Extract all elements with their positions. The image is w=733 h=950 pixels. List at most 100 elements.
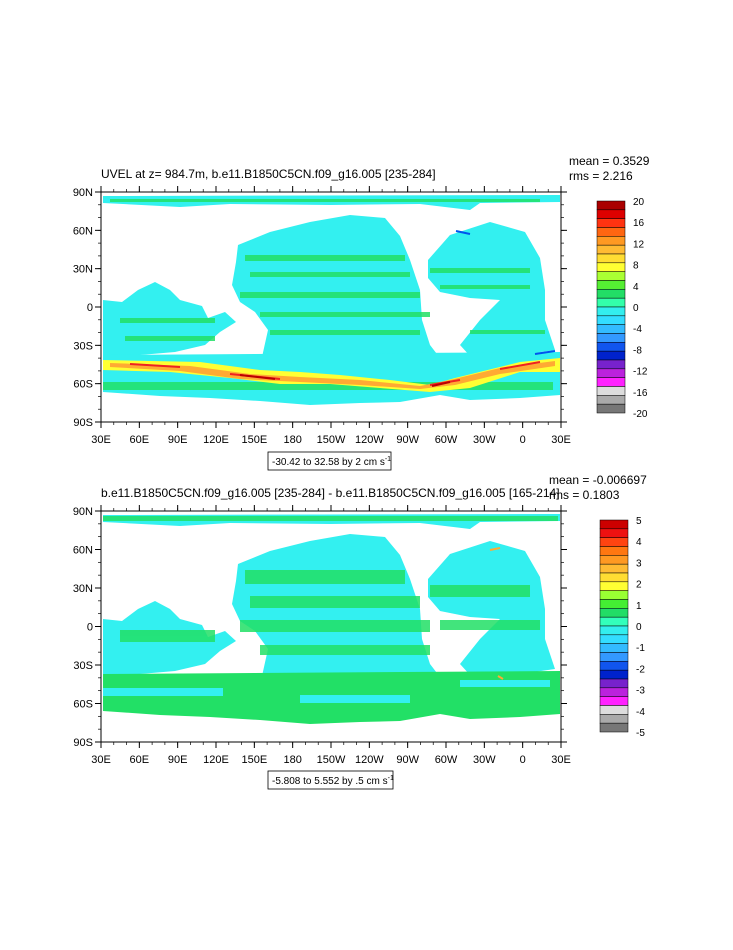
colorbar-swatch bbox=[599, 687, 629, 697]
lon-label: 30W bbox=[473, 754, 496, 766]
colorbar-label: -5 bbox=[636, 728, 645, 739]
colorbar-swatch bbox=[599, 634, 629, 644]
colorbar-swatch bbox=[599, 528, 629, 538]
axes: 90N 60N 30N 0 30S 60S 90S 30E 60E 90E 120E 150E 180 1… bbox=[73, 505, 571, 766]
colorbar-swatch bbox=[596, 289, 626, 299]
map-field bbox=[101, 511, 561, 742]
colorbar-swatch bbox=[599, 572, 629, 583]
cyan-patches bbox=[103, 680, 550, 703]
range-label-box: -5.808 to 5.552 by .5 cm s-1 bbox=[267, 770, 394, 790]
colorbar-label: 3 bbox=[636, 558, 642, 569]
colorbar-swatch bbox=[599, 705, 629, 715]
colorbar: 5 4 3 2 1 0 -1 -2 -3 -4 -5 bbox=[599, 516, 645, 739]
colorbar-label: 0 bbox=[633, 303, 639, 314]
colorbar-swatch bbox=[599, 652, 629, 662]
colorbar-swatch bbox=[596, 262, 626, 272]
colorbar-swatch bbox=[596, 280, 626, 290]
lat-label: 0 bbox=[87, 302, 93, 314]
colorbar-swatch bbox=[599, 714, 629, 724]
range-label-box: -30.42 to 32.58 by 2 cm s-1 bbox=[267, 451, 392, 471]
lon-label: 60W bbox=[435, 434, 458, 446]
blue-spots bbox=[455, 230, 556, 355]
colorbar-label: 2 bbox=[636, 580, 642, 591]
colorbar-swatch bbox=[596, 200, 626, 211]
lon-label: 150E bbox=[241, 754, 267, 766]
panel-title: UVEL at z= 984.7m, b.e11.B1850C5CN.f09_g… bbox=[101, 167, 436, 181]
colorbar-label: 0 bbox=[636, 622, 642, 633]
minor-anomalies bbox=[489, 547, 504, 680]
colorbar-swatch bbox=[599, 599, 629, 609]
lon-label: 90W bbox=[396, 754, 419, 766]
lon-label: 120W bbox=[355, 434, 384, 446]
colorbar-label: -3 bbox=[636, 686, 645, 697]
colorbar-label: 1 bbox=[636, 601, 642, 612]
colorbar-swatch bbox=[599, 519, 629, 530]
lon-label: 30E bbox=[91, 754, 111, 766]
colorbar-swatch bbox=[599, 669, 629, 680]
colorbar-swatch bbox=[596, 395, 626, 405]
lon-label: 60E bbox=[130, 754, 150, 766]
colorbar-swatch bbox=[599, 555, 629, 565]
lon-label: 30E bbox=[551, 434, 571, 446]
colorbar-swatch bbox=[596, 342, 626, 352]
lon-label: 90E bbox=[168, 434, 188, 446]
colorbar-label: -1 bbox=[636, 643, 645, 654]
range-label: -30.42 to 32.58 by 2 cm s-1 bbox=[272, 456, 391, 468]
ocean-pacific bbox=[232, 215, 440, 360]
lon-label: 30E bbox=[91, 434, 111, 446]
colorbar-label: 12 bbox=[633, 239, 645, 250]
colorbar-swatch bbox=[596, 315, 626, 325]
panel-title: b.e11.B1850C5CN.f09_g16.005 [235-284] - … bbox=[101, 486, 560, 500]
colorbar-swatch bbox=[599, 581, 629, 591]
colorbar-label: -2 bbox=[636, 664, 645, 675]
lon-label: 60E bbox=[130, 434, 150, 446]
colorbar-swatch bbox=[596, 227, 626, 237]
colorbar-swatch bbox=[599, 546, 629, 556]
lon-label: 0 bbox=[520, 754, 526, 766]
colorbar-label: 8 bbox=[633, 261, 639, 272]
axes: 90N 60N 30N 0 30S 60S 90S 30E 60E 90E 120E 150E 180 1… bbox=[73, 186, 571, 446]
lon-label: 90E bbox=[168, 754, 188, 766]
lat-label: 30N bbox=[73, 583, 93, 595]
lon-label: 120E bbox=[203, 434, 229, 446]
colorbar-swatch bbox=[596, 253, 626, 264]
lon-label: 0 bbox=[520, 434, 526, 446]
lat-label: 90N bbox=[73, 506, 93, 518]
acc-core-darkred bbox=[239, 374, 451, 387]
panel-uvel: UVEL at z= 984.7m, b.e11.B1850C5CN.f09_g… bbox=[73, 154, 650, 471]
lat-label: 60S bbox=[73, 379, 93, 391]
lon-label: 150W bbox=[317, 754, 346, 766]
ocean-arctic bbox=[103, 195, 560, 210]
colorbar-label: -12 bbox=[633, 367, 648, 378]
colorbar: 20 16 12 8 4 0 -4 -8 -12 -16 -20 bbox=[596, 197, 648, 420]
green-patches bbox=[103, 516, 558, 655]
colorbar-label: -16 bbox=[633, 388, 648, 399]
colorbar-swatch bbox=[596, 306, 626, 317]
colorbar-label: -8 bbox=[633, 345, 642, 356]
colorbar-swatch bbox=[596, 403, 626, 414]
colorbar-label: 16 bbox=[633, 218, 645, 229]
colorbar-label: 4 bbox=[633, 282, 639, 293]
lat-label: 90N bbox=[73, 187, 93, 199]
colorbar-label: 4 bbox=[636, 537, 642, 548]
colorbar-label: 5 bbox=[636, 516, 642, 527]
lon-label: 60W bbox=[435, 754, 458, 766]
lat-label: 30N bbox=[73, 264, 93, 276]
colorbar-swatch bbox=[599, 643, 629, 653]
colorbar-swatch bbox=[599, 537, 629, 547]
colorbar-swatch bbox=[596, 386, 626, 396]
colorbar-swatch bbox=[596, 209, 626, 219]
colorbar-swatch bbox=[596, 236, 626, 246]
lat-label: 60S bbox=[73, 699, 93, 711]
lon-label: 180 bbox=[283, 434, 301, 446]
lon-label: 150W bbox=[317, 434, 346, 446]
colorbar-swatch bbox=[599, 678, 629, 689]
lon-label: 120E bbox=[203, 754, 229, 766]
mean-stat: mean = 0.3529 bbox=[569, 154, 650, 168]
colorbar-swatch bbox=[596, 271, 626, 281]
lon-label: 180 bbox=[283, 754, 301, 766]
lat-label: 60N bbox=[73, 225, 93, 237]
colorbar-swatch bbox=[599, 563, 629, 574]
ocean-atlantic bbox=[428, 541, 555, 675]
lon-label: 120W bbox=[355, 754, 384, 766]
